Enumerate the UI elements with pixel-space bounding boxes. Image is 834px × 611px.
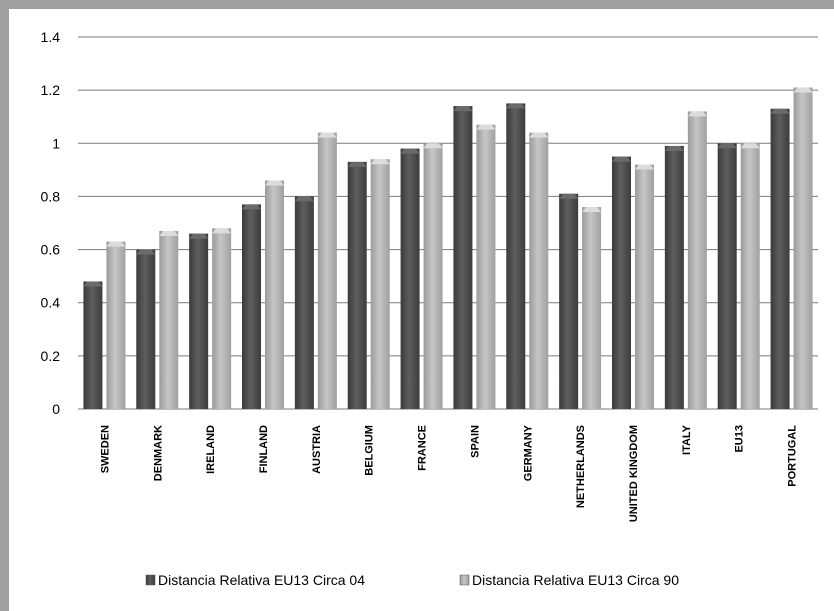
bar-italy-series-2 (687, 111, 707, 410)
bar-italy-series-1 (664, 145, 684, 409)
bar-finland-series-1 (242, 204, 261, 409)
bar-cap (242, 204, 261, 210)
x-tick-label: PORTUGAL (787, 425, 799, 487)
bar-cap (423, 143, 443, 149)
bar-cap (687, 111, 707, 117)
bar-cap (582, 207, 602, 213)
bar-cap (740, 143, 760, 149)
gridlines (78, 36, 818, 410)
bars (83, 87, 813, 410)
bar-cap (529, 132, 549, 138)
bar-eu13-series-2 (740, 143, 760, 410)
x-tick-label: AUSTRIA (311, 425, 323, 474)
y-axis-ticks: 0 0.2 0.4 0.6 0.8 1 1.2 1.4 (41, 29, 61, 417)
y-tick-label: 0.2 (41, 348, 61, 364)
y-tick-label: 0 (52, 401, 60, 417)
bar-united-kingdom-series-1 (612, 156, 631, 409)
x-tick-label: GERMANY (522, 424, 534, 481)
bar-cap (476, 124, 496, 130)
bar-germany-series-2 (529, 132, 549, 409)
x-tick-label: BELGIUM (364, 425, 376, 476)
x-tick-label: FRANCE (417, 425, 429, 471)
bar-cap (317, 132, 337, 138)
bar-cap (717, 143, 737, 149)
bar-eu13-series-1 (717, 143, 737, 410)
bar-germany-series-1 (506, 103, 526, 409)
bar-france-series-2 (423, 143, 443, 410)
bar-spain-series-2 (476, 124, 496, 409)
bar-netherlands-series-1 (559, 193, 579, 409)
bar-cap (559, 193, 579, 199)
bar-united-kingdom-series-2 (635, 164, 654, 409)
x-tick-label: NETHERLANDS (575, 425, 587, 508)
y-tick-label: 1 (52, 135, 60, 151)
legend-swatch (145, 574, 156, 586)
bar-cap (453, 106, 473, 112)
y-tick-label: 1.2 (41, 82, 61, 98)
x-tick-label: SWEDEN (99, 425, 111, 473)
bar-belgium-series-1 (347, 161, 367, 409)
bar-austria-series-1 (294, 196, 314, 409)
bar-finland-series-2 (265, 180, 284, 409)
bar-cap (770, 108, 790, 114)
bar-ireland-series-2 (212, 228, 232, 409)
legend-swatch (459, 574, 470, 586)
x-tick-label: IRELAND (205, 425, 217, 474)
bar-spain-series-1 (453, 106, 473, 409)
bar-cap (212, 228, 232, 234)
y-tick-label: 0.8 (41, 188, 61, 204)
y-tick-label: 1.4 (41, 29, 61, 45)
x-tick-label: SPAIN (469, 425, 481, 458)
bar-denmark-series-2 (159, 230, 179, 409)
bar-sweden-series-2 (106, 241, 126, 409)
bar-austria-series-2 (317, 132, 337, 409)
x-tick-label: ITALY (681, 424, 693, 455)
bar-cap (159, 230, 179, 236)
bar-ireland-series-1 (189, 233, 209, 409)
bar-portugal-series-1 (770, 108, 790, 409)
bar-denmark-series-1 (136, 249, 156, 409)
x-tick-label: DENMARK (152, 425, 164, 481)
y-tick-label: 0.4 (41, 295, 61, 311)
bar-cap (265, 180, 284, 186)
x-tick-label: UNITED KINGDOM (628, 425, 640, 522)
bar-belgium-series-2 (370, 159, 390, 409)
bar-cap (106, 241, 126, 247)
bar-cap (506, 103, 526, 109)
bar-portugal-series-2 (793, 87, 813, 409)
legend-label: Distancia Relativa EU13 Circa 90 (472, 572, 679, 588)
bar-cap (400, 148, 420, 154)
legend: Distancia Relativa EU13 Circa 04 Distanci… (145, 572, 679, 588)
y-tick-label: 0.6 (41, 242, 61, 258)
bar-cap (189, 233, 209, 239)
bar-cap (370, 159, 390, 165)
bar-cap (83, 281, 103, 287)
bar-cap (793, 87, 813, 93)
bar-cap (294, 196, 314, 202)
bar-netherlands-series-2 (582, 207, 602, 409)
legend-label: Distancia Relativa EU13 Circa 04 (158, 572, 365, 588)
bar-cap (347, 161, 367, 167)
bar-cap (136, 249, 156, 255)
x-tick-label: EU13 (734, 425, 746, 453)
bar-cap (664, 145, 684, 151)
x-tick-label: FINLAND (258, 425, 270, 473)
x-axis-labels: SWEDEN DENMARK IRELAND FINLAND AUSTRIA BELGIU… (99, 424, 798, 522)
bar-sweden-series-1 (83, 281, 103, 409)
bar-cap (635, 164, 654, 170)
bar-france-series-1 (400, 148, 420, 409)
bar-cap (612, 156, 631, 162)
